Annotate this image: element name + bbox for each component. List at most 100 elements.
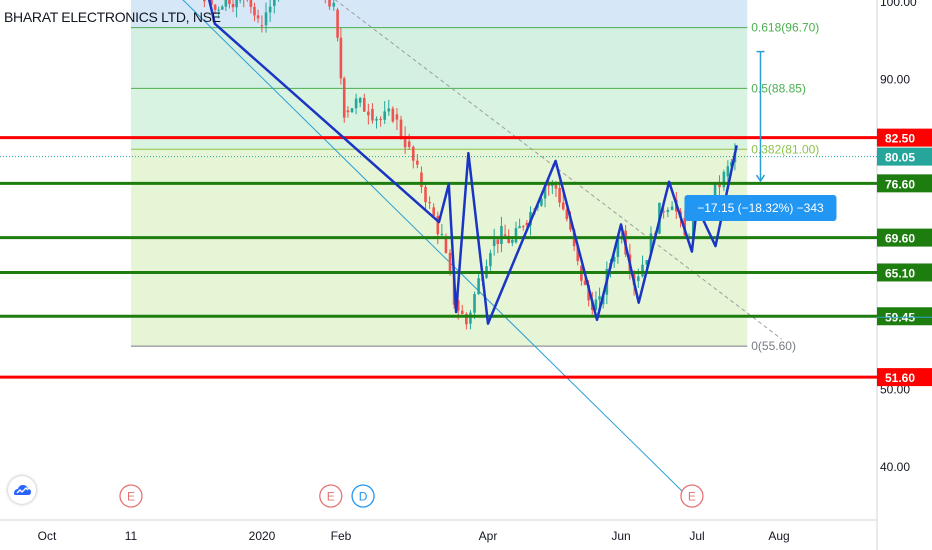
level-69-60-badge-label: 69.60 bbox=[885, 232, 915, 246]
candle-body bbox=[569, 219, 572, 230]
earnings-marker bbox=[119, 484, 143, 508]
candle-body bbox=[670, 206, 674, 210]
candle-body bbox=[713, 184, 717, 200]
tradingview-logo[interactable] bbox=[8, 476, 36, 504]
candle-body bbox=[253, 6, 256, 16]
candle-body bbox=[594, 299, 598, 310]
candle-body bbox=[260, 25, 264, 27]
fib-level-label: 0.5(88.85) bbox=[751, 81, 806, 95]
candle-body bbox=[379, 118, 382, 120]
resistance-82-50-badge-label: 82.50 bbox=[885, 132, 915, 146]
candle-body bbox=[507, 235, 511, 243]
time-tick-label: Aug bbox=[768, 529, 789, 543]
candle-body bbox=[436, 215, 440, 235]
candle-body bbox=[231, 4, 235, 8]
candle-body bbox=[424, 186, 427, 203]
candle-body bbox=[489, 253, 492, 267]
candle-body bbox=[403, 136, 407, 148]
candle-body bbox=[440, 234, 444, 236]
fib-level-label: 0.618(96.70) bbox=[751, 21, 819, 35]
time-tick-label: Oct bbox=[38, 529, 57, 543]
candle-body bbox=[521, 226, 525, 228]
time-tick-label: 2020 bbox=[249, 529, 276, 543]
candle-body bbox=[554, 183, 558, 189]
candle-body bbox=[460, 310, 464, 314]
candle-body bbox=[691, 218, 695, 237]
candle-body bbox=[420, 172, 423, 187]
descending-trendline bbox=[182, 0, 698, 507]
candle-body bbox=[666, 209, 670, 213]
candle-body bbox=[641, 264, 644, 277]
candle-body bbox=[492, 239, 496, 247]
candle-body bbox=[228, 0, 231, 5]
candle-body bbox=[503, 234, 507, 236]
support-51-60-badge-label: 51.60 bbox=[885, 371, 915, 385]
level-69-60-badge bbox=[877, 228, 932, 247]
candle-body bbox=[387, 108, 391, 112]
zigzag-pattern bbox=[207, 0, 738, 325]
candle-body bbox=[224, 0, 228, 7]
candle-body bbox=[416, 160, 419, 165]
candle-body bbox=[217, 9, 220, 11]
candle-body bbox=[598, 296, 601, 300]
candle-body bbox=[399, 119, 403, 137]
candle-body bbox=[346, 110, 350, 113]
candle-body bbox=[473, 294, 476, 313]
current-price-badge-label: 80.05 bbox=[885, 151, 915, 165]
candle-body bbox=[645, 260, 649, 265]
candle-body bbox=[407, 141, 411, 147]
earnings-marker-label: E bbox=[327, 490, 335, 504]
candle-body bbox=[336, 9, 339, 38]
candle-body bbox=[540, 198, 543, 206]
candle-body bbox=[547, 184, 550, 187]
earnings-marker bbox=[680, 484, 704, 508]
candle-body bbox=[496, 239, 500, 245]
candle-body bbox=[583, 280, 587, 285]
level-65-10-badge-label: 65.10 bbox=[885, 266, 915, 280]
candle-body bbox=[722, 171, 726, 188]
fib-zone-500-382 bbox=[131, 88, 748, 150]
candle-body bbox=[514, 228, 518, 243]
candle-body bbox=[730, 162, 733, 167]
level-59-45-badge bbox=[877, 307, 932, 326]
level-65-10-badge bbox=[877, 263, 932, 282]
candle-body bbox=[561, 202, 565, 210]
earnings-marker-label: E bbox=[688, 490, 696, 504]
measure-label-box bbox=[684, 195, 837, 222]
candle-body bbox=[391, 108, 395, 122]
candle-body bbox=[525, 222, 529, 226]
candle-body bbox=[726, 166, 730, 177]
candle-body bbox=[612, 256, 616, 262]
candle-body bbox=[551, 183, 554, 187]
earnings-marker bbox=[319, 484, 343, 508]
candle-body bbox=[367, 111, 370, 116]
candle-body bbox=[456, 300, 460, 311]
candle-body bbox=[411, 146, 415, 161]
candle-body bbox=[616, 239, 620, 257]
dividend-marker-label: D bbox=[359, 490, 368, 504]
candle-body bbox=[249, 0, 253, 7]
symbol-title: BHARAT ELECTRONICS LTD, NSE bbox=[4, 9, 221, 25]
candle-body bbox=[500, 226, 503, 245]
candle-body bbox=[383, 111, 386, 120]
candle-body bbox=[210, 0, 213, 5]
earnings-marker-label: E bbox=[127, 490, 135, 504]
candle-body bbox=[637, 276, 640, 281]
support-51-60-badge bbox=[877, 368, 932, 387]
time-tick-label: Jun bbox=[611, 529, 630, 543]
fib-level-label: 0(55.60) bbox=[751, 339, 796, 353]
candle-body bbox=[477, 278, 480, 295]
fib-level-label: 0.382(81.00) bbox=[751, 142, 819, 156]
candle-body bbox=[718, 184, 721, 188]
candle-body bbox=[428, 202, 431, 204]
resistance-82-50-badge bbox=[877, 128, 932, 147]
fib-zone-618-500 bbox=[131, 27, 748, 89]
measure-arrow-head bbox=[755, 174, 766, 183]
time-tick-label: Feb bbox=[331, 529, 352, 543]
candle-body bbox=[518, 226, 521, 229]
candle-body bbox=[273, 0, 276, 6]
candle-body bbox=[576, 246, 580, 262]
candle-body bbox=[375, 118, 378, 121]
